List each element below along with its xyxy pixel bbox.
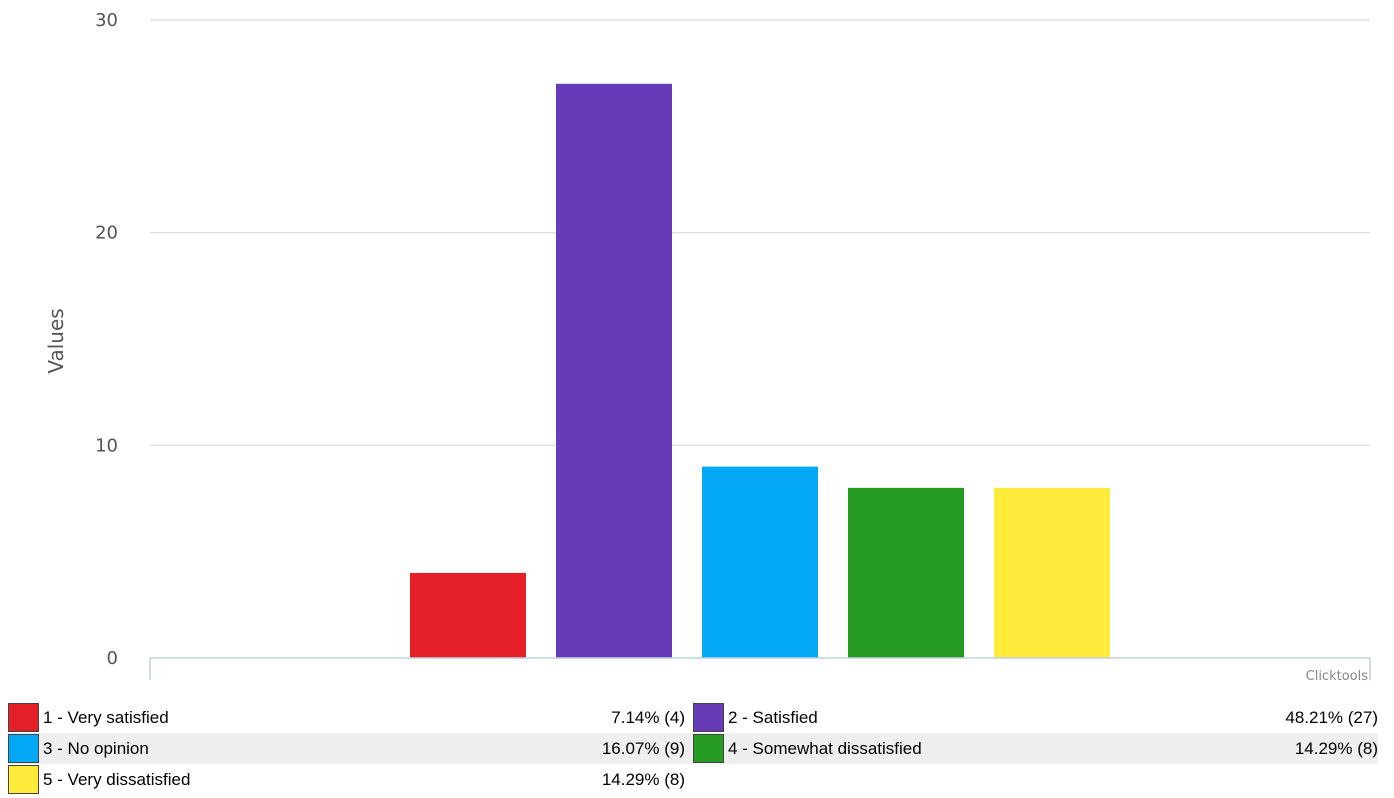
y-tick-label: 10 — [95, 435, 118, 456]
bar[interactable] — [702, 466, 818, 658]
y-tick-label: 30 — [95, 10, 118, 31]
bar[interactable] — [848, 487, 964, 658]
legend-value: 14.29% (8) — [1294, 738, 1378, 758]
legend-label: 3 - No opinion — [43, 738, 149, 758]
legend-swatch — [693, 734, 724, 763]
legend-label: 4 - Somewhat dissatisfied — [728, 738, 922, 758]
legend-label: 5 - Very dissatisfied — [43, 769, 191, 789]
legend-value: 14.29% (8) — [601, 769, 685, 789]
legend-row: 3 - No opinion 16.07% (9) 4 - Somewhat d… — [8, 733, 1378, 764]
legend-swatch — [8, 765, 39, 794]
legend-swatch — [8, 734, 39, 763]
bar[interactable] — [994, 487, 1110, 658]
legend-item: 3 - No opinion 16.07% (9) — [8, 733, 693, 764]
credit-label[interactable]: Clicktools — [1306, 669, 1369, 684]
y-tick-label: 20 — [95, 223, 118, 244]
bar[interactable] — [556, 83, 672, 659]
legend-value: 48.21% (27) — [1285, 707, 1378, 727]
bar-chart: 0 10 20 30 Values Clicktools — [44, 10, 1371, 684]
y-tick-label: 0 — [107, 648, 118, 669]
legend-row: 5 - Very dissatisfied 14.29% (8) — [8, 764, 1378, 795]
legend-item: 2 - Satisfied 48.21% (27) — [693, 702, 1378, 733]
legend-swatch — [8, 703, 39, 732]
legend: 1 - Very satisfied 7.14% (4) 2 - Satisfi… — [8, 702, 1378, 795]
grid-lines — [150, 19, 1370, 446]
y-axis-label: Values — [44, 308, 68, 373]
legend-item: 5 - Very dissatisfied 14.29% (8) — [8, 764, 693, 795]
legend-label: 1 - Very satisfied — [43, 707, 169, 727]
y-axis-ticks: 0 10 20 30 — [95, 10, 118, 669]
legend-row: 1 - Very satisfied 7.14% (4) 2 - Satisfi… — [8, 702, 1378, 733]
legend-item: 4 - Somewhat dissatisfied 14.29% (8) — [693, 733, 1378, 764]
legend-swatch — [693, 703, 724, 732]
legend-value: 16.07% (9) — [601, 738, 685, 758]
legend-item: 1 - Very satisfied 7.14% (4) — [8, 702, 693, 733]
legend-label: 2 - Satisfied — [728, 707, 818, 727]
bar[interactable] — [410, 572, 526, 658]
legend-value: 7.14% (4) — [611, 707, 685, 727]
bars — [410, 83, 1110, 659]
